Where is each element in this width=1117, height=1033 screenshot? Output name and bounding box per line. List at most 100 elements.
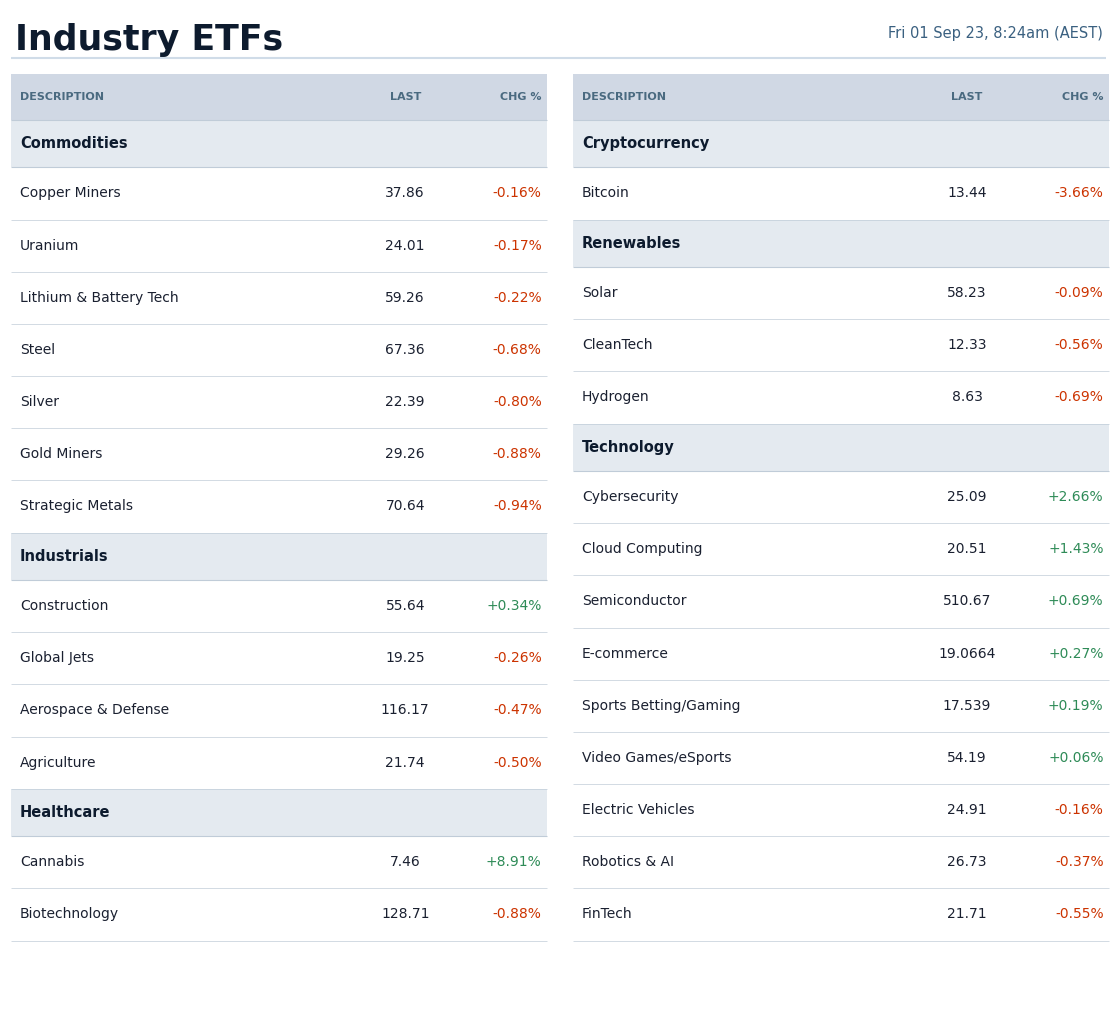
Text: 21.74: 21.74 [385, 755, 424, 770]
Text: 20.51: 20.51 [947, 542, 986, 557]
Bar [11, 684, 547, 737]
Text: 24.91: 24.91 [947, 803, 987, 817]
Bar [573, 523, 1109, 575]
Bar [573, 471, 1109, 523]
Text: +0.34%: +0.34% [486, 599, 542, 614]
Text: Robotics & AI: Robotics & AI [582, 855, 674, 870]
Text: Steel: Steel [20, 343, 55, 357]
Text: 26.73: 26.73 [947, 855, 986, 870]
Text: Gold Miners: Gold Miners [20, 447, 103, 462]
Text: Strategic Metals: Strategic Metals [20, 499, 133, 513]
Text: CleanTech: CleanTech [582, 338, 652, 352]
Text: CHG %: CHG % [1062, 92, 1104, 102]
Text: +1.43%: +1.43% [1048, 542, 1104, 557]
Text: 70.64: 70.64 [385, 499, 424, 513]
Text: Copper Miners: Copper Miners [20, 186, 121, 200]
Text: Fri 01 Sep 23, 8:24am (AEST): Fri 01 Sep 23, 8:24am (AEST) [888, 26, 1102, 41]
Bar [11, 323, 547, 376]
Text: FinTech: FinTech [582, 907, 632, 921]
Text: Bitcoin: Bitcoin [582, 186, 630, 200]
Text: 58.23: 58.23 [947, 286, 986, 301]
Text: Silver: Silver [20, 395, 59, 409]
Text: -0.16%: -0.16% [493, 186, 542, 200]
Text: Cryptocurrency: Cryptocurrency [582, 136, 709, 151]
Text: Sports Betting/Gaming: Sports Betting/Gaming [582, 698, 741, 713]
Bar [11, 888, 547, 940]
Text: Cannabis: Cannabis [20, 855, 85, 870]
Bar [573, 731, 1109, 784]
Text: Hydrogen: Hydrogen [582, 390, 650, 405]
Text: -0.88%: -0.88% [493, 447, 542, 462]
Text: 19.0664: 19.0664 [938, 647, 995, 661]
Text: -0.17%: -0.17% [493, 239, 542, 253]
Text: Technology: Technology [582, 440, 675, 455]
Text: -0.68%: -0.68% [493, 343, 542, 357]
Text: 25.09: 25.09 [947, 490, 986, 504]
Bar [573, 319, 1109, 372]
Text: 54.19: 54.19 [947, 751, 987, 765]
Text: Healthcare: Healthcare [20, 805, 111, 820]
Bar [11, 580, 547, 632]
Text: Industrials: Industrials [20, 549, 108, 564]
Text: -0.47%: -0.47% [493, 703, 542, 718]
Text: -0.50%: -0.50% [493, 755, 542, 770]
Text: -0.37%: -0.37% [1054, 855, 1104, 870]
Text: -0.56%: -0.56% [1054, 338, 1104, 352]
Bar [573, 120, 1109, 167]
Text: 22.39: 22.39 [385, 395, 424, 409]
Text: Agriculture: Agriculture [20, 755, 96, 770]
Text: DESCRIPTION: DESCRIPTION [582, 92, 666, 102]
Text: -0.09%: -0.09% [1054, 286, 1104, 301]
Text: 21.71: 21.71 [947, 907, 987, 921]
Bar [11, 533, 547, 580]
Bar [11, 167, 547, 220]
Bar [11, 272, 547, 324]
Text: 29.26: 29.26 [385, 447, 426, 462]
Text: -0.16%: -0.16% [1054, 803, 1104, 817]
Bar [11, 632, 547, 684]
Text: Semiconductor: Semiconductor [582, 594, 687, 608]
Text: 13.44: 13.44 [947, 186, 986, 200]
Bar [573, 784, 1109, 837]
Text: +8.91%: +8.91% [486, 855, 542, 870]
Text: 24.01: 24.01 [385, 239, 424, 253]
Text: Aerospace & Defense: Aerospace & Defense [20, 703, 170, 718]
Bar [11, 737, 547, 788]
Bar [11, 789, 547, 836]
Text: 510.67: 510.67 [943, 594, 991, 608]
Text: -0.26%: -0.26% [493, 651, 542, 665]
Text: LAST: LAST [952, 92, 983, 102]
Bar [573, 372, 1109, 424]
Text: -0.22%: -0.22% [493, 290, 542, 305]
Text: -0.88%: -0.88% [493, 907, 542, 921]
Text: 19.25: 19.25 [385, 651, 426, 665]
Text: Construction: Construction [20, 599, 108, 614]
Bar [11, 428, 547, 480]
Bar [573, 167, 1109, 220]
Text: 128.71: 128.71 [381, 907, 430, 921]
Bar [573, 575, 1109, 627]
Text: Industry ETFs: Industry ETFs [15, 23, 283, 57]
Text: -0.69%: -0.69% [1054, 390, 1104, 405]
Text: DESCRIPTION: DESCRIPTION [20, 92, 104, 102]
Bar [11, 836, 547, 888]
Text: CHG %: CHG % [500, 92, 542, 102]
Bar [11, 74, 547, 120]
Text: 67.36: 67.36 [385, 343, 426, 357]
Text: 17.539: 17.539 [943, 698, 991, 713]
Text: Video Games/eSports: Video Games/eSports [582, 751, 732, 765]
Bar [573, 267, 1109, 319]
Text: +0.06%: +0.06% [1048, 751, 1104, 765]
Text: 59.26: 59.26 [385, 290, 426, 305]
Text: Global Jets: Global Jets [20, 651, 94, 665]
Text: -0.55%: -0.55% [1054, 907, 1104, 921]
Text: Electric Vehicles: Electric Vehicles [582, 803, 695, 817]
Text: 37.86: 37.86 [385, 186, 426, 200]
Bar [11, 376, 547, 428]
Text: Cloud Computing: Cloud Computing [582, 542, 703, 557]
Bar [573, 628, 1109, 680]
Text: LAST: LAST [390, 92, 421, 102]
Text: +0.19%: +0.19% [1048, 698, 1104, 713]
Text: Cybersecurity: Cybersecurity [582, 490, 678, 504]
Text: +2.66%: +2.66% [1048, 490, 1104, 504]
